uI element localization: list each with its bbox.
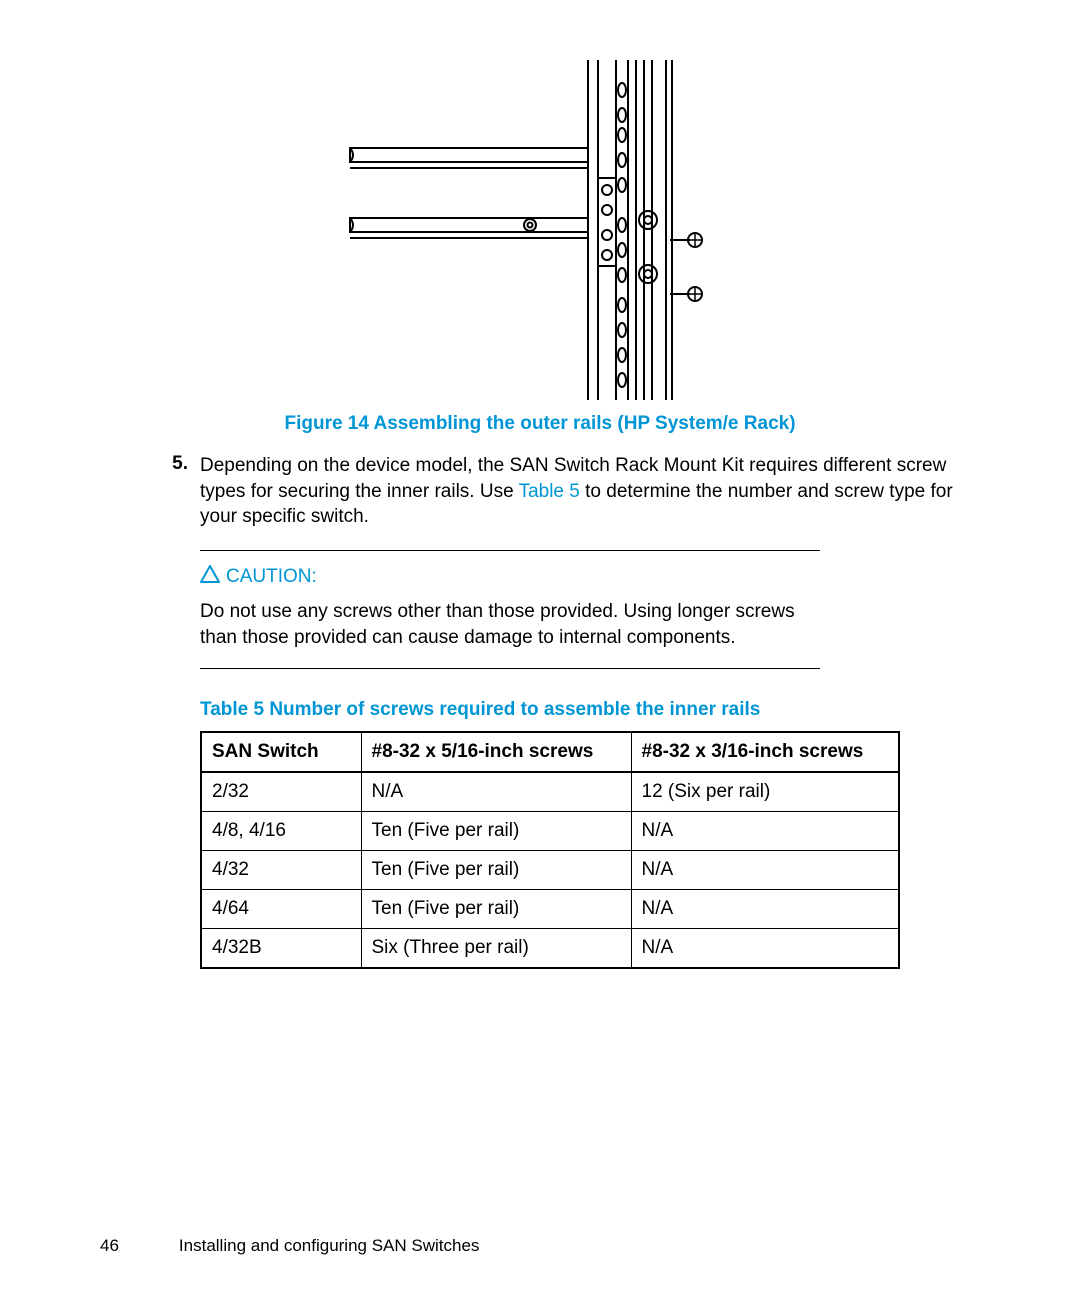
step-number: 5. <box>160 453 200 530</box>
cell: 12 (Six per rail) <box>631 772 899 812</box>
page-number: 46 <box>100 1236 119 1256</box>
cell: Ten (Five per rail) <box>361 812 631 851</box>
caution-triangle-icon <box>200 565 220 589</box>
table-row: 4/8, 4/16 Ten (Five per rail) N/A <box>201 812 899 851</box>
cell: 4/8, 4/16 <box>201 812 361 851</box>
col-san-switch: SAN Switch <box>201 732 361 772</box>
rail-assembly-diagram <box>330 60 750 405</box>
cell: 4/64 <box>201 890 361 929</box>
table-row: 4/64 Ten (Five per rail) N/A <box>201 890 899 929</box>
cell: N/A <box>631 851 899 890</box>
col-5-16: #8-32 x 5/16-inch screws <box>361 732 631 772</box>
caution-label-text: CAUTION: <box>226 566 317 588</box>
cell: 4/32B <box>201 929 361 969</box>
cell: N/A <box>361 772 631 812</box>
cell: N/A <box>631 890 899 929</box>
caution-body: Do not use any screws other than those p… <box>200 599 820 650</box>
table-header-row: SAN Switch #8-32 x 5/16-inch screws #8-3… <box>201 732 899 772</box>
figure-caption: Figure 14 Assembling the outer rails (HP… <box>100 413 980 435</box>
table-row: 4/32 Ten (Five per rail) N/A <box>201 851 899 890</box>
table-row: 4/32B Six (Three per rail) N/A <box>201 929 899 969</box>
cell: 2/32 <box>201 772 361 812</box>
caution-label-row: CAUTION: <box>200 565 820 589</box>
cell: Ten (Five per rail) <box>361 851 631 890</box>
cell: Ten (Five per rail) <box>361 890 631 929</box>
table-5-link[interactable]: Table 5 <box>519 481 580 502</box>
cell: N/A <box>631 812 899 851</box>
col-3-16: #8-32 x 3/16-inch screws <box>631 732 899 772</box>
cell: 4/32 <box>201 851 361 890</box>
step-5: 5. Depending on the device model, the SA… <box>160 453 980 530</box>
cell: Six (Three per rail) <box>361 929 631 969</box>
cell: N/A <box>631 929 899 969</box>
footer-title: Installing and configuring SAN Switches <box>179 1236 480 1256</box>
page-footer: 46 Installing and configuring SAN Switch… <box>100 1236 479 1256</box>
table-caption: Table 5 Number of screws required to ass… <box>200 699 980 721</box>
caution-block: CAUTION: Do not use any screws other tha… <box>200 550 820 669</box>
screws-table: SAN Switch #8-32 x 5/16-inch screws #8-3… <box>200 731 900 969</box>
figure-container: Figure 14 Assembling the outer rails (HP… <box>100 60 980 435</box>
step-text: Depending on the device model, the SAN S… <box>200 453 980 530</box>
table-row: 2/32 N/A 12 (Six per rail) <box>201 772 899 812</box>
